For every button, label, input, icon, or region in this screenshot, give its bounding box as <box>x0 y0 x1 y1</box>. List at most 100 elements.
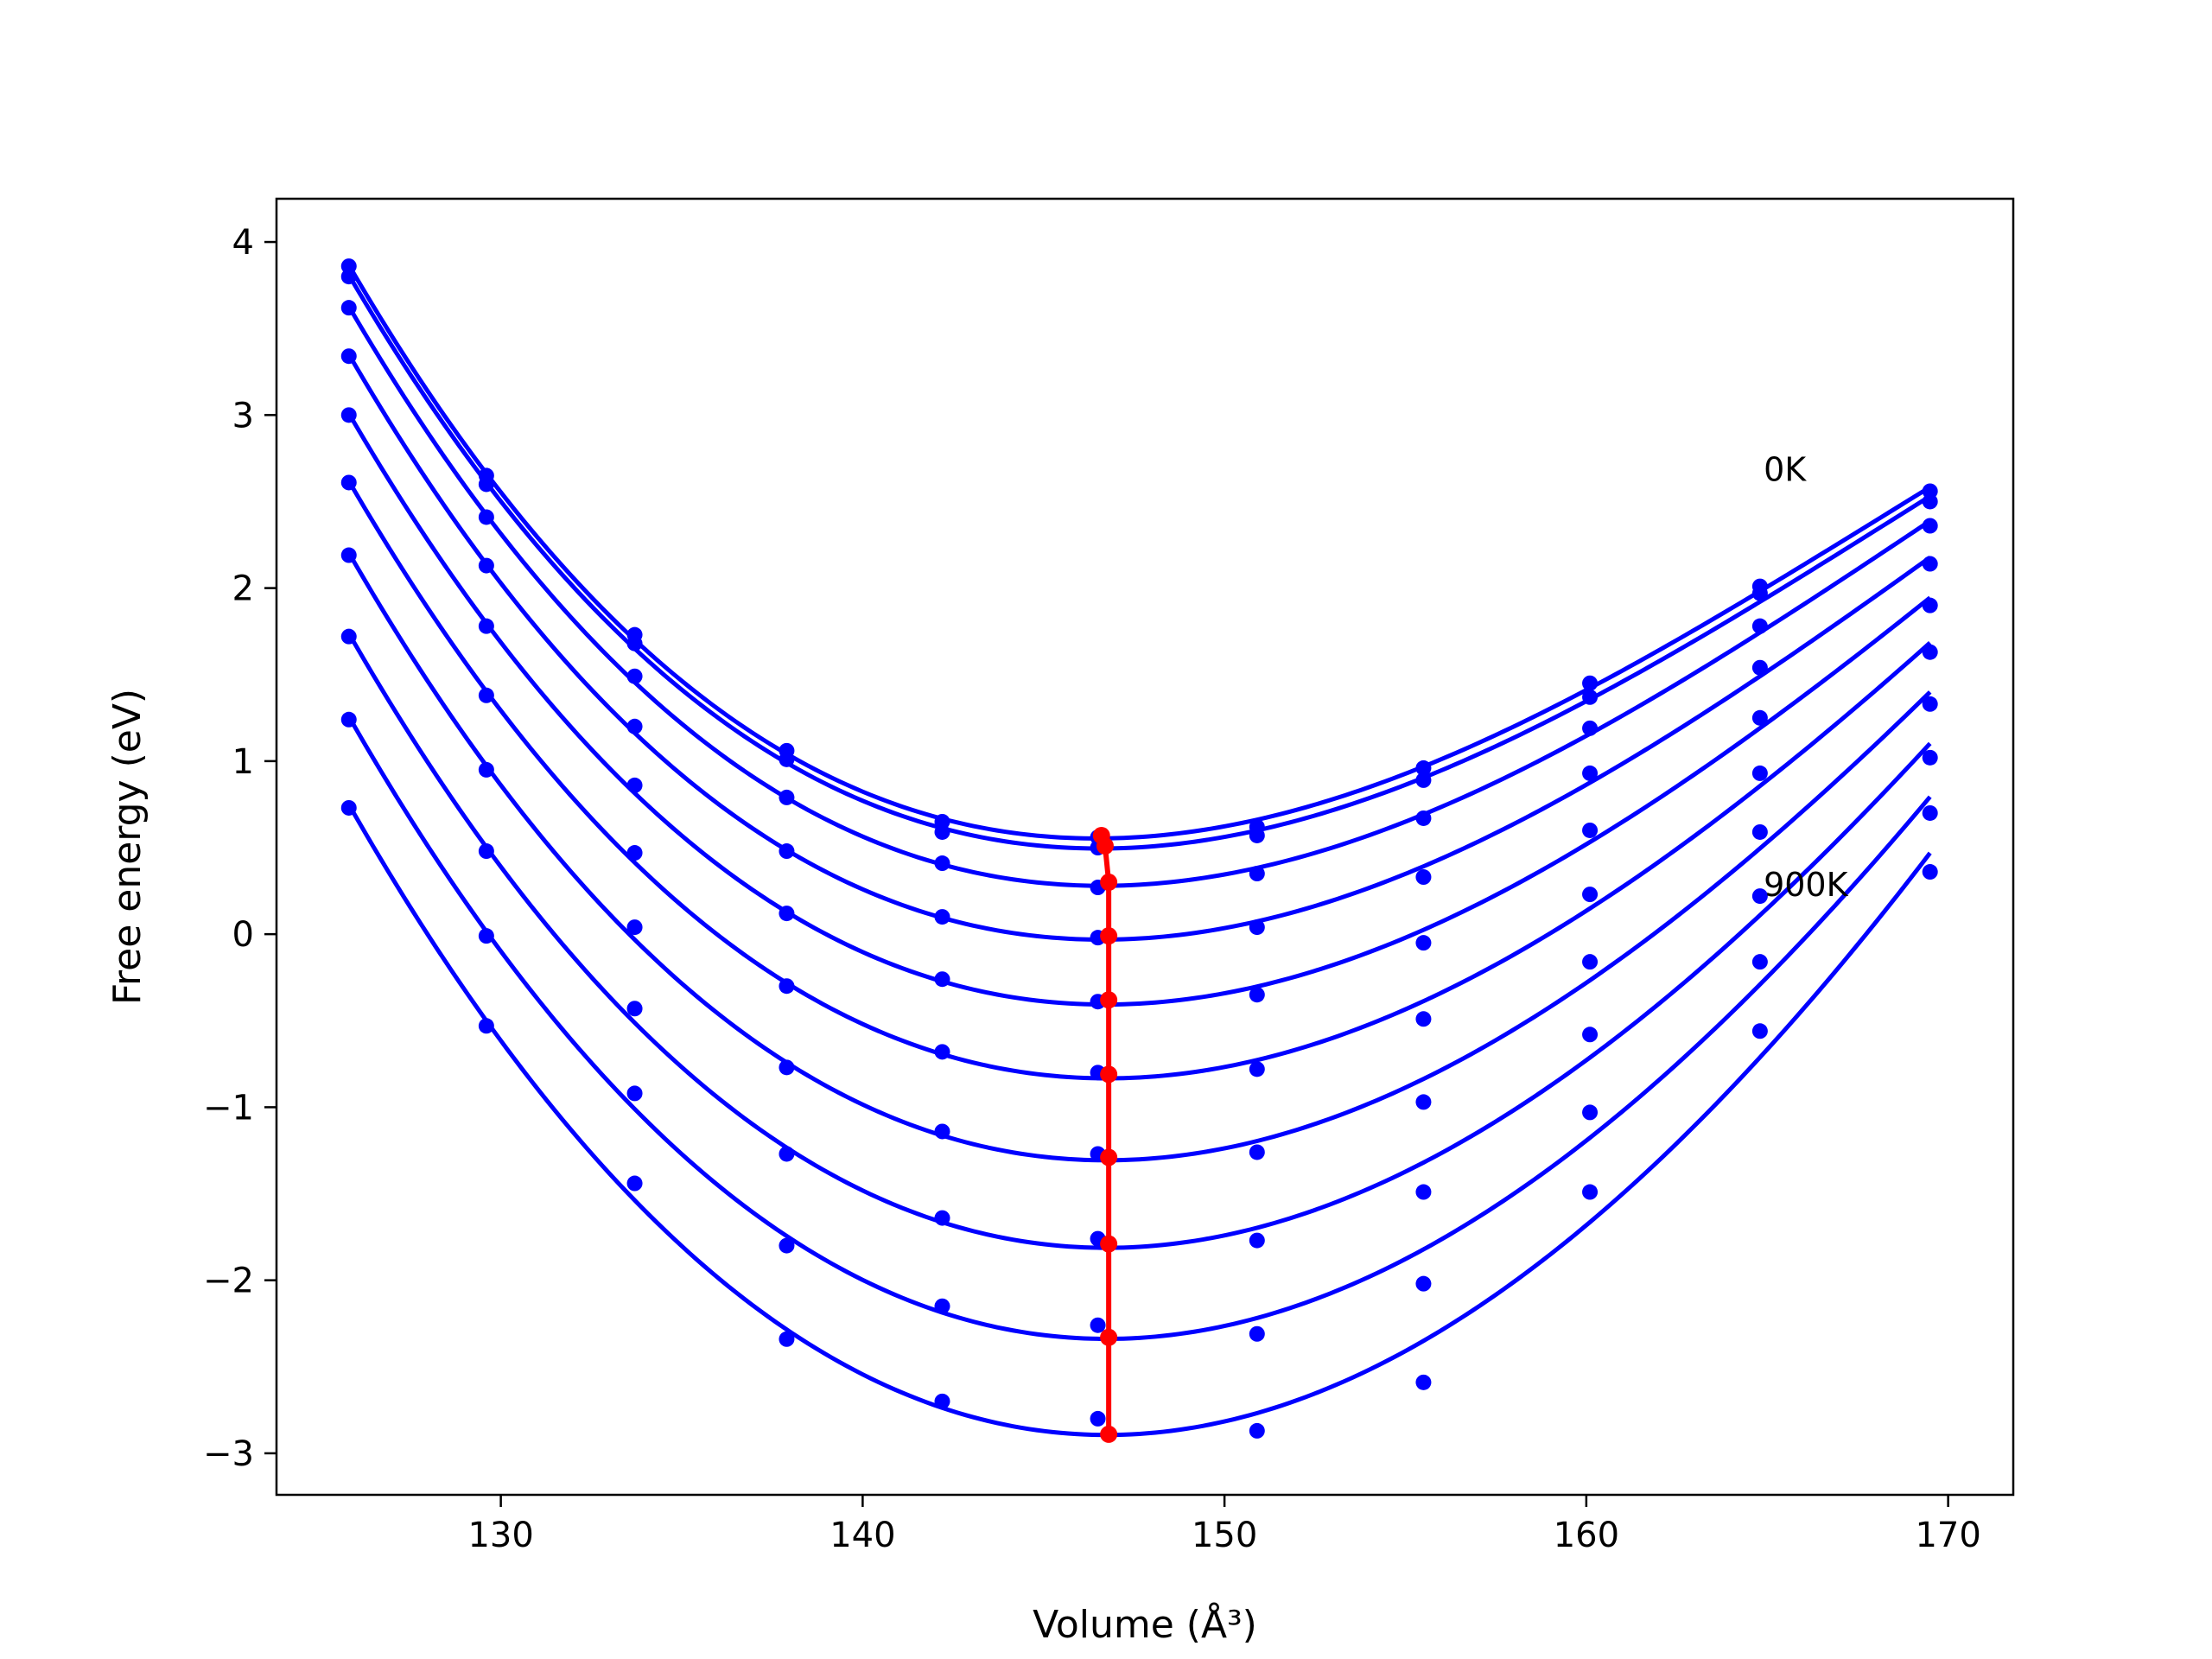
data-point <box>1090 1410 1106 1427</box>
data-point <box>1751 659 1768 676</box>
x-tick-label: 150 <box>1192 1516 1257 1555</box>
data-point <box>1751 585 1768 601</box>
data-point <box>1415 1094 1432 1110</box>
data-point <box>1582 765 1599 781</box>
data-point <box>1922 644 1938 660</box>
data-point <box>340 348 357 365</box>
data-point <box>1922 696 1938 712</box>
x-tick-label: 130 <box>467 1516 533 1555</box>
minimum-point <box>1100 1235 1118 1253</box>
data-point <box>1415 1011 1432 1027</box>
fit-curve-2 <box>346 305 1932 888</box>
data-point <box>779 789 795 805</box>
data-point <box>779 1331 795 1347</box>
data-point <box>626 1001 643 1017</box>
minimum-point <box>1100 927 1118 945</box>
data-point <box>1751 823 1768 840</box>
annotations: 0K 900K <box>1764 450 1849 904</box>
data-point <box>626 668 643 684</box>
y-tick-label: −1 <box>203 1088 254 1128</box>
data-point <box>1249 866 1265 882</box>
data-point <box>779 906 795 922</box>
data-point <box>934 855 950 872</box>
minimum-point <box>1100 1065 1118 1084</box>
y-tick-label: −2 <box>203 1262 254 1301</box>
fit-curve-1 <box>346 274 1932 851</box>
data-point <box>1582 887 1599 903</box>
data-point <box>779 751 795 767</box>
data-point <box>1415 1184 1432 1200</box>
data-point <box>1922 518 1938 534</box>
data-point <box>779 1146 795 1162</box>
x-tick-label: 170 <box>1915 1516 1980 1555</box>
data-point <box>1249 1325 1265 1342</box>
data-point <box>779 843 795 860</box>
data-point <box>1249 1422 1265 1439</box>
data-point <box>1582 1184 1599 1200</box>
fit-curve-6 <box>346 551 1932 1163</box>
x-axis-ticks: 130 140 150 160 170 <box>467 1495 1981 1555</box>
data-point <box>626 777 643 793</box>
data-point <box>1415 760 1432 776</box>
data-point <box>934 1210 950 1226</box>
data-point <box>1582 689 1599 705</box>
data-point <box>1249 987 1265 1003</box>
y-tick-label: −3 <box>203 1434 254 1474</box>
fit-curves <box>346 264 1932 1438</box>
data-point <box>934 823 950 840</box>
minimum-point <box>1100 1328 1118 1346</box>
temperature-annotation: 900K <box>1764 866 1849 904</box>
data-point <box>478 618 494 634</box>
data-point <box>478 687 494 703</box>
plot-frame <box>275 197 2015 1497</box>
data-point <box>779 1059 795 1076</box>
y-tick-label: 2 <box>232 569 254 609</box>
fit-curve-9 <box>346 803 1932 1438</box>
fit-curve-4 <box>346 412 1932 1007</box>
data-point <box>1415 772 1432 788</box>
data-point <box>1249 1061 1265 1077</box>
data-point <box>478 843 494 860</box>
data-point <box>1415 1374 1432 1390</box>
data-point <box>340 628 357 645</box>
data-point <box>934 909 950 925</box>
minimum-point <box>1100 991 1118 1009</box>
data-point <box>1582 1104 1599 1121</box>
data-point <box>934 1123 950 1140</box>
x-axis-label: Volume (Å³) <box>1033 1601 1257 1647</box>
data-point <box>1249 1232 1265 1249</box>
data-point <box>626 919 643 936</box>
data-point <box>1415 1275 1432 1292</box>
data-point <box>1751 765 1768 781</box>
data-point <box>1249 1144 1265 1160</box>
data-point <box>1582 822 1599 838</box>
fit-curve-7 <box>346 632 1932 1250</box>
minimum-point <box>1100 874 1118 892</box>
minimum-trace <box>1092 826 1118 1443</box>
data-point <box>340 799 357 816</box>
data-point <box>340 300 357 316</box>
data-point <box>478 928 494 944</box>
data-point <box>1922 556 1938 572</box>
y-tick-label: 4 <box>232 223 254 263</box>
data-point <box>478 557 494 574</box>
data-point <box>934 1393 950 1409</box>
data-point <box>340 711 357 728</box>
data-point <box>1582 954 1599 970</box>
fit-curve-0 <box>346 264 1931 841</box>
data-point <box>1415 869 1432 886</box>
data-point <box>934 1044 950 1060</box>
data-point <box>1582 720 1599 736</box>
minimum-line <box>1098 834 1112 1434</box>
data-point <box>1751 888 1768 905</box>
data-point <box>1582 675 1599 691</box>
minimum-point <box>1096 837 1114 855</box>
minimum-point <box>1100 1148 1118 1166</box>
data-point <box>1922 749 1938 766</box>
temperature-annotation: 0K <box>1764 450 1807 488</box>
data-point <box>340 474 357 491</box>
data-point <box>1249 919 1265 936</box>
data-point <box>934 1298 950 1314</box>
data-point <box>1922 597 1938 613</box>
y-tick-label: 3 <box>232 396 254 435</box>
